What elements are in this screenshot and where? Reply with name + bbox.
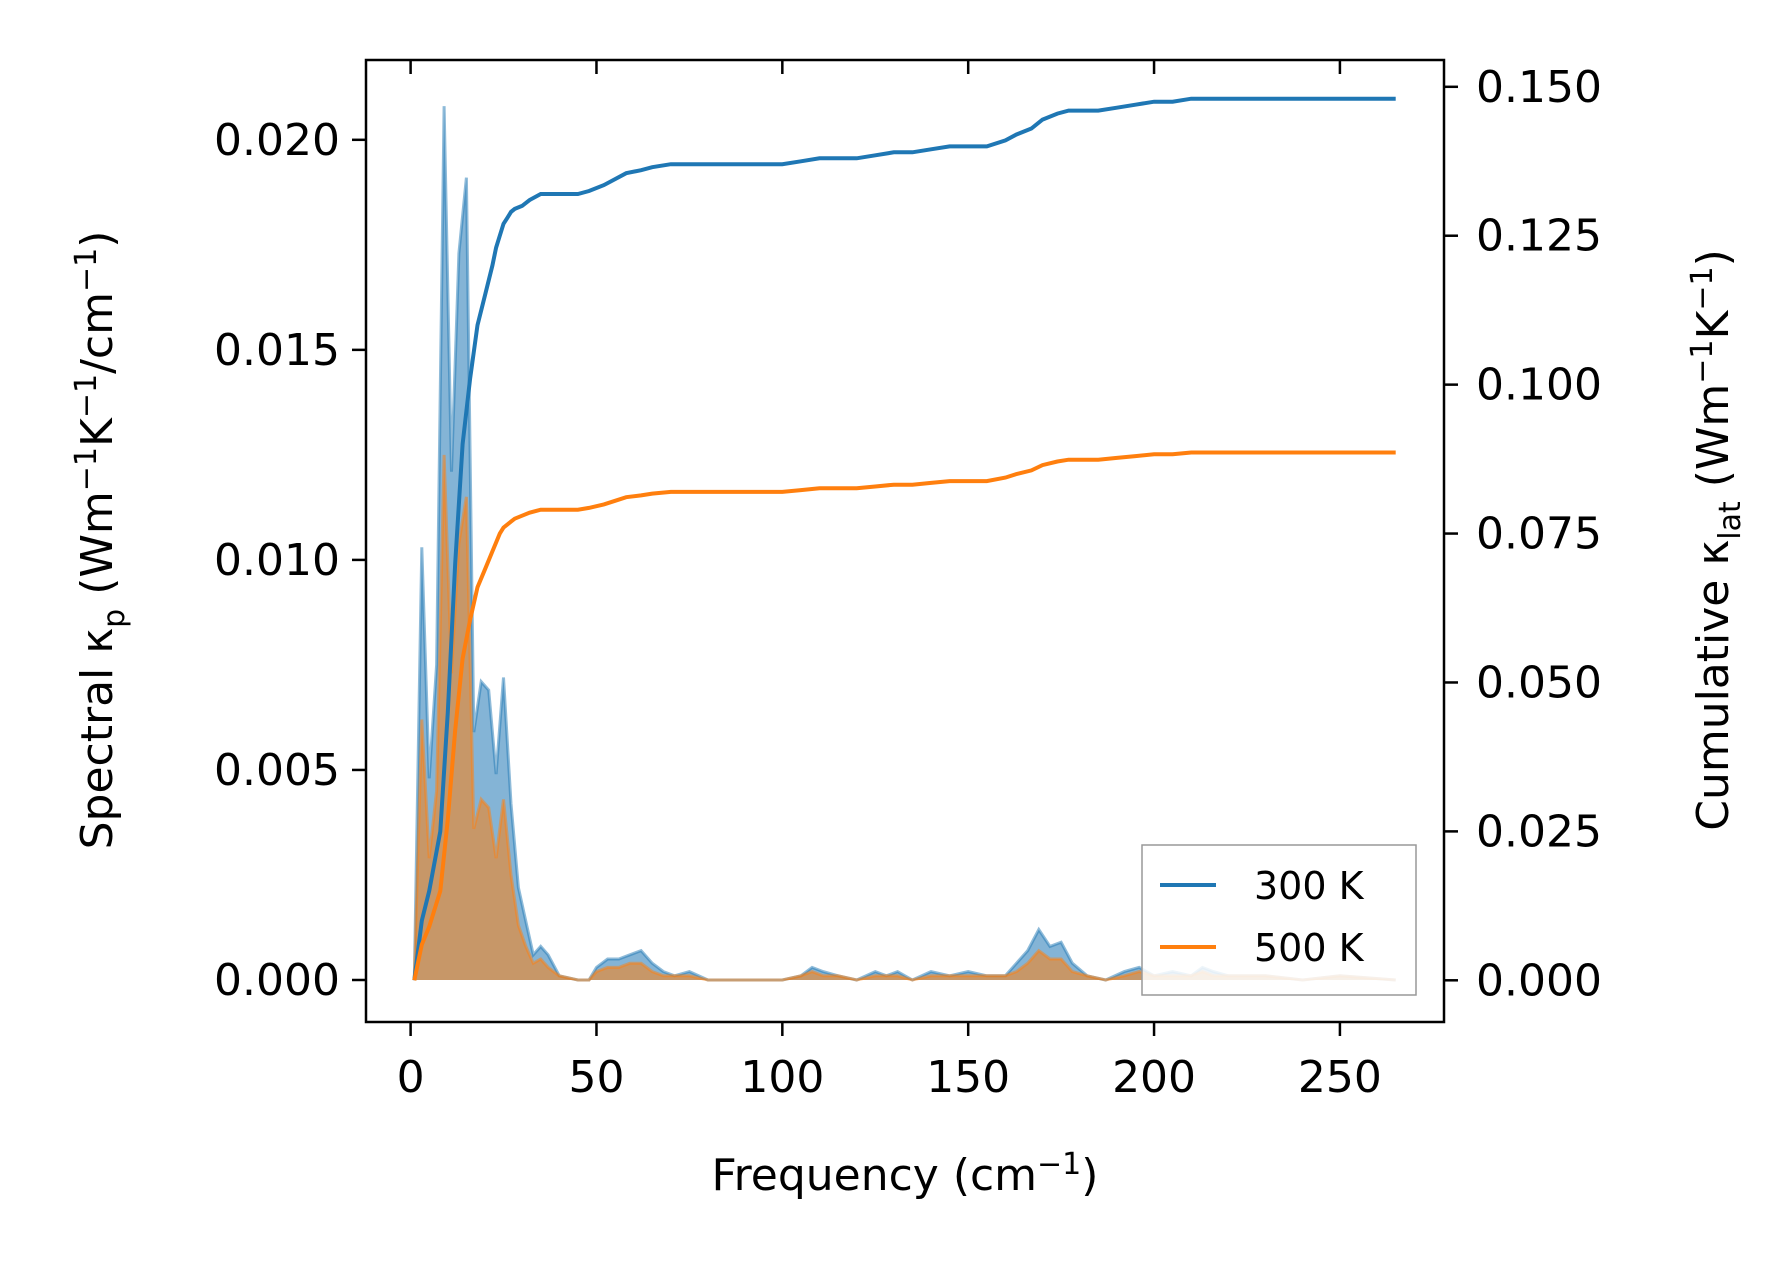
x-axis-label: Frequency (cm−1)	[712, 1147, 1099, 1201]
legend-label-300k: 300 K	[1254, 864, 1365, 908]
y-tick-label-left: 0.000	[214, 955, 340, 1006]
legend-box	[1141, 844, 1417, 996]
legend: 300 K 500 K	[1141, 844, 1417, 996]
spectral-area-500k	[414, 454, 1396, 980]
x-tick-label: 150	[926, 1052, 1010, 1103]
cumulative-line-500k	[412, 450, 1396, 981]
axis-ticks: 0 50 100 150 200 250 0.000 0.005 0.010 0.015 0.020…	[214, 60, 1602, 1103]
y-tick-label-right: 0.075	[1476, 509, 1602, 560]
y-tick-label-right: 0.125	[1476, 211, 1602, 262]
y-tick-label-left: 0.015	[214, 325, 340, 376]
y-tick-label-right: 0.100	[1476, 360, 1602, 411]
spectral-line-500k	[412, 454, 1396, 982]
legend-label-500k: 500 K	[1254, 926, 1365, 970]
x-tick-label: 0	[397, 1052, 425, 1103]
x-tick-label: 50	[568, 1052, 624, 1103]
x-tick-label: 100	[740, 1052, 824, 1103]
y-tick-label-right: 0.050	[1476, 657, 1602, 708]
x-tick-label: 250	[1298, 1052, 1382, 1103]
y-tick-label-right: 0.025	[1476, 806, 1602, 857]
y-axis-left-label: Spectral κp (Wm−1K−1/cm−1)	[69, 231, 132, 850]
y-tick-label-left: 0.020	[214, 115, 340, 166]
y-tick-label-right: 0.000	[1476, 955, 1602, 1006]
y-tick-label-left: 0.005	[214, 745, 340, 796]
y-tick-label-right: 0.150	[1476, 62, 1602, 113]
cumulative-lines	[412, 96, 1396, 981]
x-tick-label: 200	[1112, 1052, 1196, 1103]
y-axis-right-label: Cumulative κlat (Wm−1K−1)	[1685, 249, 1748, 831]
spectral-areas	[412, 106, 1396, 982]
plot-frame	[364, 58, 1446, 1024]
y-tick-label-left: 0.010	[214, 535, 340, 586]
cumulative-line-300k	[412, 96, 1396, 981]
